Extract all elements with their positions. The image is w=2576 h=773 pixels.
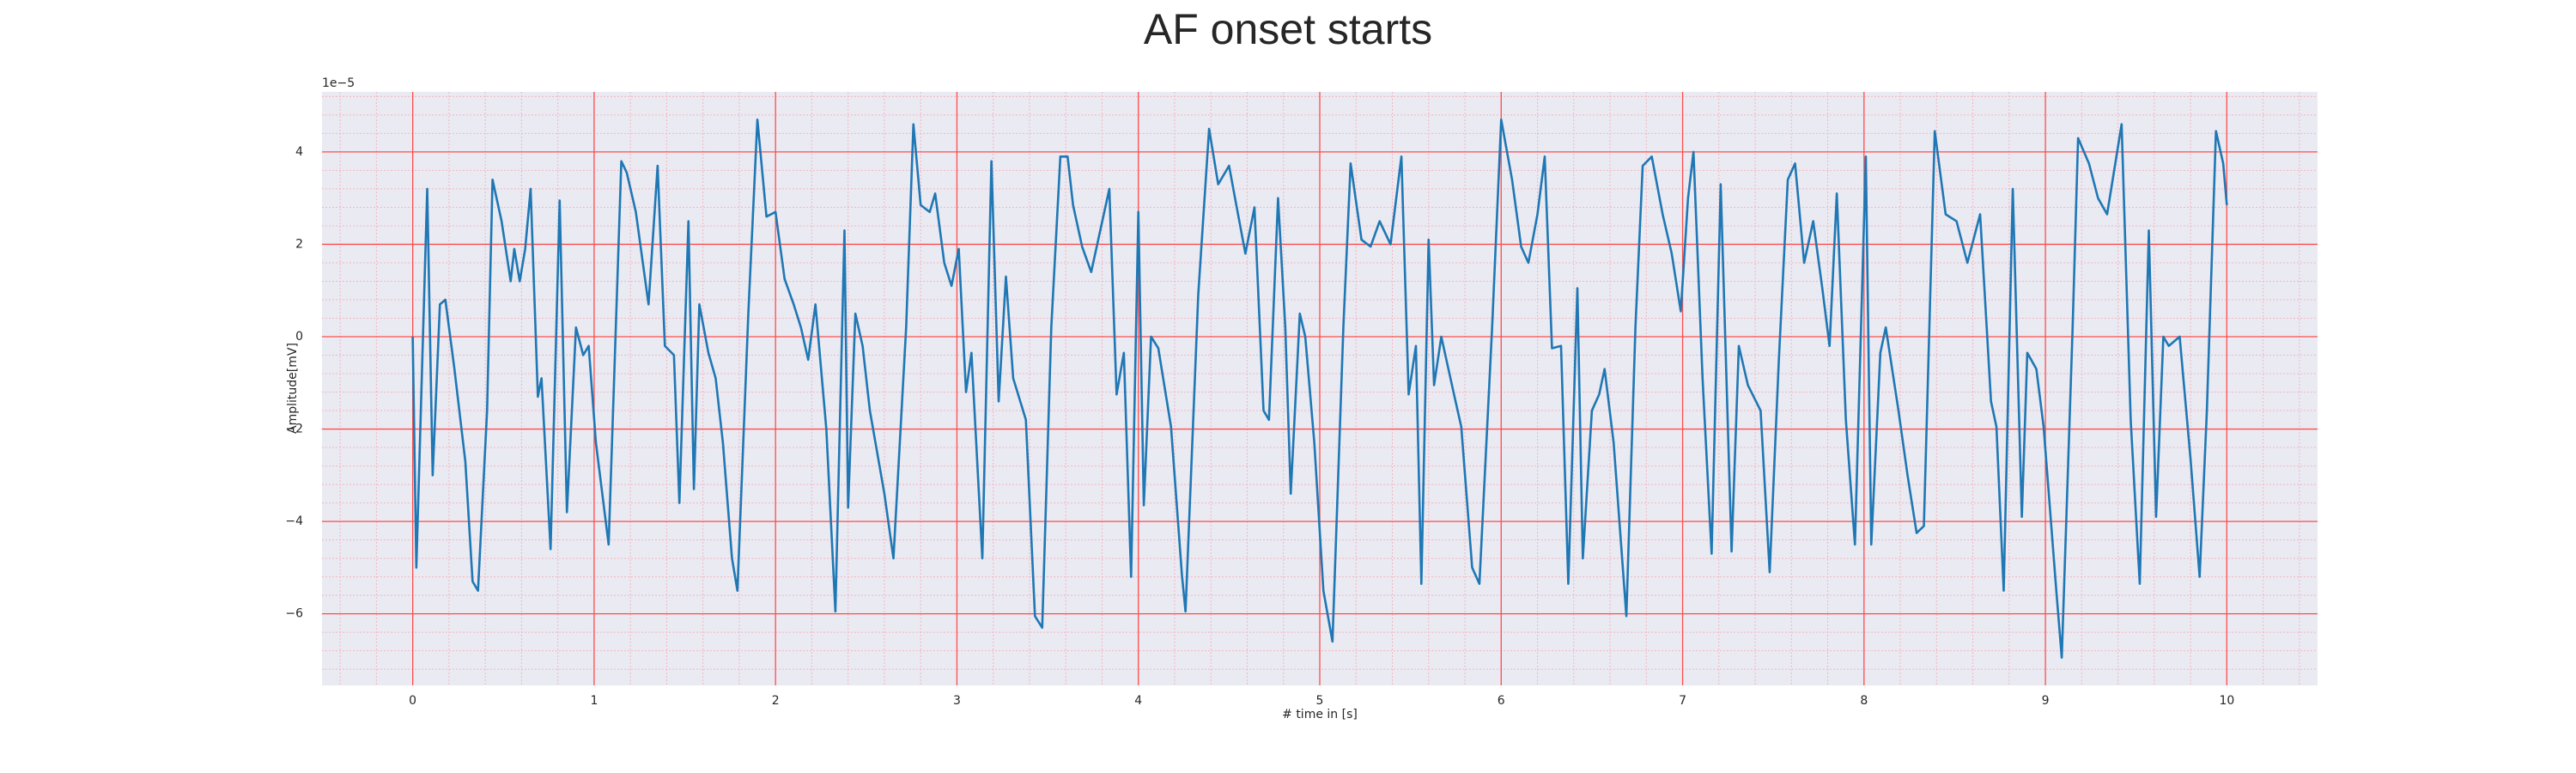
x-tick-label: 9 [2042,694,2050,708]
x-tick-label: 6 [1498,694,1505,708]
y-tick-label: −4 [285,514,303,528]
x-tick-label: 2 [772,694,780,708]
x-tick-label: 8 [1860,694,1868,708]
x-tick-label: 3 [953,694,961,708]
data-line [411,118,2228,660]
y-tick-label: 4 [295,145,303,159]
y-tick-label: 2 [295,237,303,251]
y-offset-text: 1e−5 [322,76,355,90]
y-tick-label: 0 [295,330,303,344]
chart-title: AF onset starts [1144,5,1432,53]
x-tick-label: 7 [1679,694,1686,708]
y-tick-label: −2 [285,423,303,436]
x-tick-label: 0 [409,694,416,708]
x-tick-label: 5 [1316,694,1324,708]
x-tick-label: 1 [590,694,598,708]
x-tick-label: 10 [2219,694,2234,708]
x-axis-label: # time in [s] [1282,708,1358,721]
y-axis-label: Amplitude[mV] [286,343,300,434]
x-tick-label: 4 [1134,694,1142,708]
y-tick-label: −6 [285,607,303,621]
